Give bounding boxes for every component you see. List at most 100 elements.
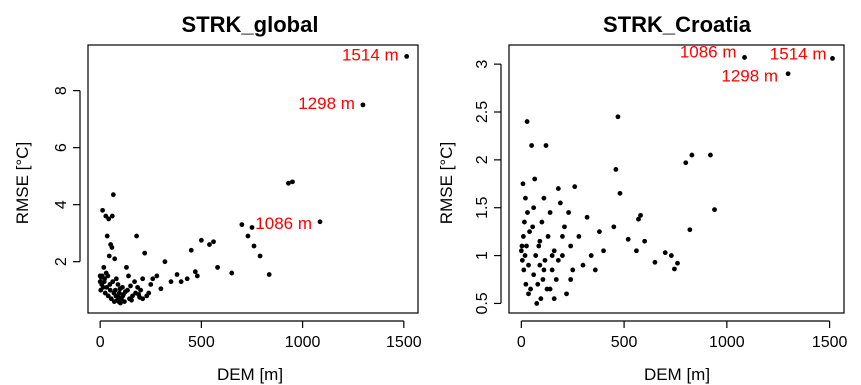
data-point: [543, 143, 549, 148]
data-point: [526, 291, 531, 297]
data-point: [249, 225, 255, 230]
chart-panel-strk-global: STRK_global 0 500 1000 1500 2 4 6 8 1514 m 1298 …: [13, 12, 422, 384]
data-point: [117, 286, 123, 292]
data-point: [158, 286, 164, 292]
data-point: [97, 279, 103, 285]
y-tick-label: 3: [474, 60, 491, 69]
data-point: [102, 290, 108, 296]
data-point: [652, 259, 658, 265]
data-point: [597, 229, 602, 235]
chart-title: STRK_global: [182, 12, 319, 37]
data-point: [557, 200, 563, 206]
data-point: [135, 284, 141, 290]
data-point: [611, 224, 617, 230]
data-point: [116, 299, 122, 304]
data-point: [317, 219, 323, 225]
data-point: [178, 279, 184, 285]
point-annotation: 1514 m: [770, 44, 827, 63]
data-point: [133, 290, 138, 296]
data-point: [521, 267, 527, 273]
axis-ticks: 0 500 1000 1500 0.5 1 1.5 2 2.5 3: [474, 60, 848, 351]
data-point: [636, 216, 641, 222]
point-annotation: 1298 m: [298, 94, 355, 113]
x-tick-label: 1000: [709, 334, 745, 351]
data-point: [148, 282, 154, 287]
data-point: [541, 267, 547, 273]
data-point: [134, 233, 139, 239]
data-point: [588, 253, 594, 258]
data-point: [534, 301, 540, 306]
data-point: [568, 277, 574, 282]
data-point: [613, 167, 619, 172]
data-point: [522, 219, 527, 225]
data-point: [110, 192, 116, 198]
data-point: [229, 270, 235, 276]
data-point: [675, 260, 680, 266]
y-tick-label: 2.5: [474, 101, 491, 123]
data-point: [520, 234, 526, 239]
data-point: [108, 296, 114, 302]
data-point: [689, 152, 695, 158]
data-point: [668, 253, 674, 258]
data-point: [404, 54, 410, 59]
scatter-points: [518, 55, 835, 306]
data-point: [601, 248, 606, 254]
data-point: [122, 299, 127, 304]
data-point: [549, 267, 555, 273]
data-point: [553, 277, 559, 282]
y-tick-label: 1.5: [474, 196, 491, 218]
scatter-points: [97, 54, 410, 306]
data-point: [174, 272, 180, 277]
y-axis-label: RMSE [°C]: [13, 142, 32, 224]
data-point: [545, 234, 551, 239]
data-point: [113, 276, 119, 282]
data-point: [687, 227, 693, 233]
y-tick-label: 8: [53, 86, 70, 95]
y-tick-label: 2: [474, 155, 491, 164]
data-point: [290, 179, 295, 185]
data-point: [568, 243, 574, 249]
data-point: [526, 262, 531, 268]
data-point: [104, 233, 110, 239]
data-point: [617, 190, 623, 196]
data-point: [138, 287, 144, 293]
data-point: [360, 102, 366, 108]
data-point: [533, 253, 539, 258]
data-point: [126, 273, 131, 279]
data-point: [130, 293, 135, 299]
data-point: [592, 267, 598, 273]
data-point: [570, 267, 576, 273]
data-point: [107, 287, 113, 293]
data-point: [266, 272, 272, 277]
data-point: [528, 286, 533, 292]
data-point: [211, 239, 216, 245]
data-point: [531, 205, 537, 211]
x-tick-label: 500: [188, 334, 215, 351]
y-tick-label: 6: [53, 143, 70, 152]
data-point: [150, 276, 156, 282]
data-point: [551, 296, 557, 302]
x-tick-label: 0: [517, 334, 526, 351]
data-point: [542, 257, 548, 263]
data-point: [535, 281, 541, 287]
data-point: [106, 253, 112, 259]
data-point: [615, 114, 621, 120]
data-point: [154, 273, 160, 279]
data-point: [662, 250, 668, 256]
data-point: [142, 250, 148, 256]
data-point: [580, 262, 586, 268]
data-point: [562, 224, 567, 230]
data-point: [129, 297, 134, 303]
data-point: [239, 222, 245, 228]
data-point: [112, 256, 118, 262]
data-point: [572, 184, 578, 190]
data-point: [539, 219, 545, 225]
data-point: [137, 294, 143, 300]
point-annotation: 1086 m: [680, 42, 737, 61]
x-axis-label: DEM [m]: [217, 365, 283, 384]
data-point: [683, 160, 689, 166]
data-point: [537, 238, 543, 244]
y-axis-label: RMSE [°C]: [437, 142, 456, 224]
data-point: [192, 269, 198, 275]
plot-frame: [87, 44, 419, 314]
